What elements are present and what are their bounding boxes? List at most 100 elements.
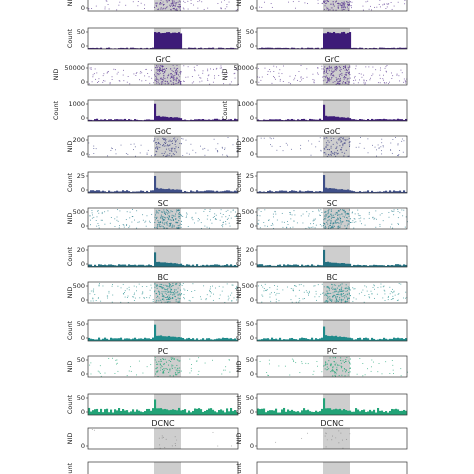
histogram-bar — [216, 190, 219, 193]
spike-dot — [151, 77, 153, 79]
spike-dot — [160, 299, 162, 301]
histogram-bar — [321, 191, 324, 193]
spike-dot — [328, 79, 330, 81]
spike-dot — [366, 290, 368, 292]
histogram-bar — [303, 408, 306, 415]
histogram-bar — [176, 410, 179, 415]
spike-dot — [163, 299, 165, 301]
spike-dot — [156, 65, 158, 67]
histogram-bar — [138, 120, 141, 121]
spike-dot — [123, 226, 125, 228]
histogram-bar — [341, 117, 344, 121]
histogram-bar — [190, 119, 193, 121]
spike-dot — [215, 287, 216, 289]
spike-dot — [158, 361, 160, 363]
spike-dot — [156, 144, 158, 146]
spike-dot — [161, 211, 163, 213]
histogram-bar — [277, 191, 280, 193]
spike-dot — [175, 289, 177, 291]
spike-dot — [190, 3, 192, 4]
spike-dot — [163, 153, 165, 155]
histogram-bar — [397, 191, 400, 193]
histogram-bar — [190, 339, 193, 341]
spike-dot — [393, 214, 395, 216]
histogram-bar — [257, 119, 260, 121]
spike-dot — [100, 219, 102, 221]
spike-dot — [340, 432, 342, 434]
spike-dot — [174, 2, 176, 4]
spike-dot — [174, 148, 176, 150]
histogram-bar — [166, 336, 169, 341]
spike-dot — [382, 146, 384, 148]
spike-dot — [340, 148, 342, 150]
spike-dot — [98, 80, 100, 82]
spike-dot — [389, 293, 391, 295]
axes-frame — [256, 135, 408, 158]
spike-dot — [341, 6, 343, 8]
spike-dot — [171, 297, 173, 299]
stimulus-band — [154, 100, 181, 121]
histogram-bar — [146, 119, 149, 121]
spike-dot — [122, 293, 124, 295]
spike-dot — [172, 4, 174, 6]
spike-dot — [271, 222, 273, 224]
spike-dot — [347, 213, 349, 215]
histogram-bar — [379, 191, 382, 193]
spike-dot — [180, 73, 182, 75]
spike-dot — [368, 66, 370, 68]
histogram-bar — [373, 409, 376, 415]
spike-dot — [170, 73, 172, 75]
histogram-bar — [359, 337, 362, 341]
panel-13-1: Count2 — [235, 461, 408, 474]
spike-dot — [154, 67, 156, 69]
spike-dot — [341, 286, 343, 288]
spike-dot — [372, 144, 373, 146]
spike-dot — [119, 225, 120, 227]
y-tick-label: 0 — [81, 150, 85, 158]
histogram-bar — [305, 119, 308, 121]
spike-dot — [160, 214, 162, 216]
histogram-bar — [377, 407, 380, 415]
histogram-bar — [277, 412, 280, 415]
histogram-bar — [156, 335, 159, 341]
spike-dot — [237, 83, 239, 85]
spike-dot — [275, 441, 277, 443]
spike-dot — [215, 68, 217, 70]
spike-dot — [178, 372, 180, 374]
spike-dot — [257, 68, 259, 70]
y-axis-label: Count — [66, 172, 74, 192]
spike-dot — [89, 67, 91, 69]
spike-dot — [326, 299, 328, 301]
histogram-bar — [204, 48, 207, 49]
spike-dot — [347, 78, 349, 80]
axes-frame — [87, 319, 239, 342]
spike-dot — [166, 299, 168, 301]
spike-dot — [312, 73, 314, 75]
spike-dot — [339, 73, 341, 75]
spike-dot — [338, 430, 340, 432]
histogram-bar — [158, 188, 161, 193]
spike-dot — [174, 436, 176, 438]
spike-dot — [231, 284, 233, 286]
spike-dot — [324, 301, 326, 303]
spike-dot — [227, 137, 229, 138]
spike-dot — [178, 215, 180, 217]
spike-dot — [329, 299, 331, 301]
spike-dot — [220, 8, 222, 10]
spike-dot — [336, 65, 338, 67]
spike-dot — [336, 66, 338, 68]
histogram-bar — [234, 410, 237, 415]
spike-dot — [314, 227, 316, 229]
spike-dot — [163, 74, 165, 76]
spike-dot — [348, 3, 350, 5]
histogram-bar — [110, 337, 113, 341]
spike-dot — [317, 72, 318, 74]
spike-dot — [332, 214, 334, 216]
spike-dot — [340, 298, 342, 300]
spike-dot — [341, 283, 343, 285]
spike-dot — [340, 284, 342, 286]
spike-dot — [334, 364, 336, 366]
histogram-bar — [291, 409, 294, 415]
spike-dot — [335, 289, 337, 291]
histogram-bar — [399, 47, 402, 49]
